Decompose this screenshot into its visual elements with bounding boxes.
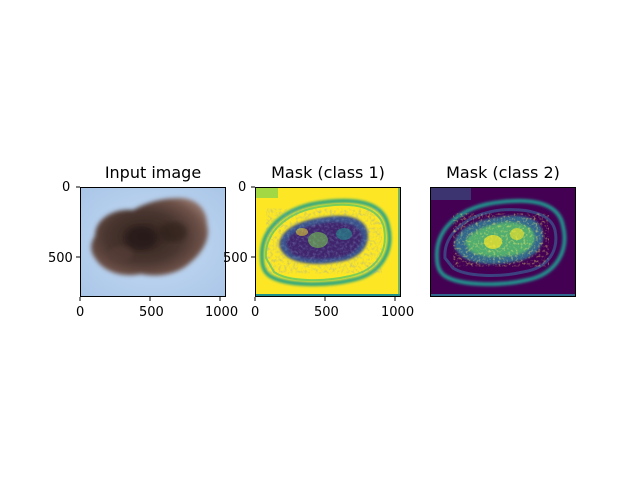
panel-1-xtick-1000: 1000: [205, 305, 239, 320]
panel-2-xtick-0: 0: [251, 305, 260, 320]
lesion-photo: [81, 188, 225, 296]
panel-1-tickmarks: [76, 186, 221, 301]
panel-1-xtick-0: 0: [76, 305, 85, 320]
panel-3-title: Mask (class 2): [446, 163, 560, 182]
panel-1-xtick-500: 500: [139, 305, 164, 320]
panel-2-tickmarks: [251, 186, 396, 301]
panel-2-xtick-500: 500: [314, 305, 339, 320]
panel-2-ytick-500: 500: [223, 251, 248, 266]
panel-2-ytick-0: 0: [238, 180, 247, 195]
panel-2-title: Mask (class 1): [271, 163, 385, 182]
mask-class-1-heatmap: [256, 188, 400, 296]
mask-class-1: [255, 187, 401, 297]
mask-class-2-heatmap: [431, 188, 575, 296]
mask-class-2: [430, 187, 576, 297]
panel-1-title: Input image: [104, 163, 202, 182]
panel-1-ytick-0: 0: [62, 180, 71, 195]
input-image: [80, 187, 226, 297]
panel-2-xtick-1000: 1000: [381, 305, 415, 320]
panel-1-ytick-500: 500: [48, 251, 73, 266]
